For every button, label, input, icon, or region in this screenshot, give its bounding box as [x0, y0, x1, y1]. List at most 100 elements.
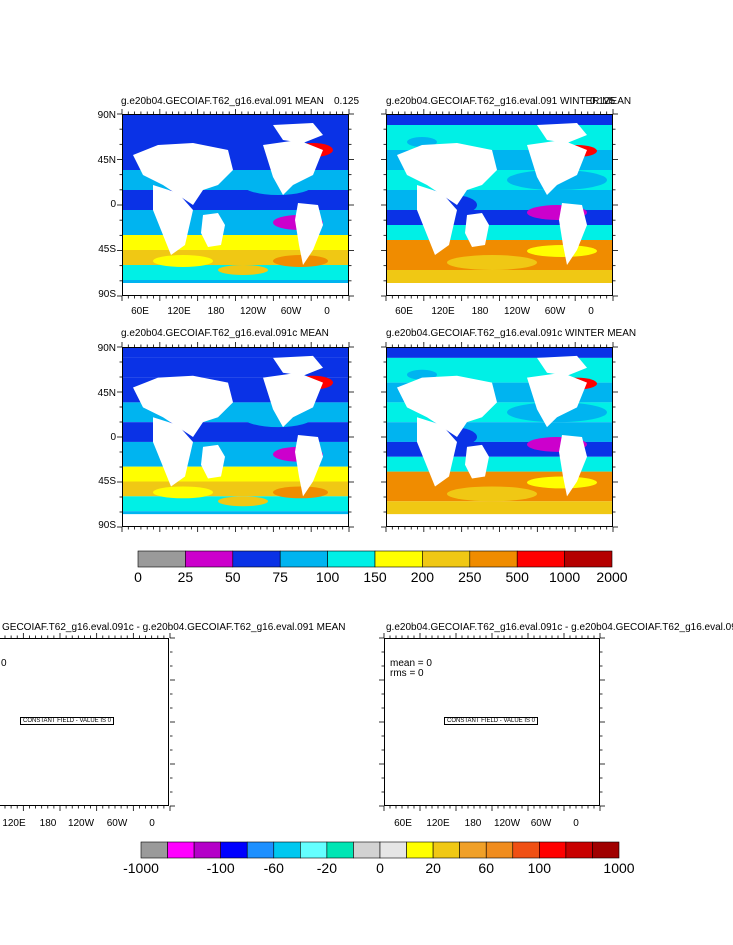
- colorbar1-label: 2000: [596, 569, 628, 585]
- land-mask: [417, 185, 457, 255]
- colorbar2-segment: [539, 841, 567, 859]
- map-panel-winter-091c: [386, 347, 613, 527]
- panel-title-6: g.e20b04.GECOIAF.T62_g16.eval.091c - g.e…: [386, 622, 733, 633]
- diff-corner-value: 0: [1, 658, 7, 669]
- land-mask: [559, 203, 587, 265]
- colorbar1-segment: [137, 550, 186, 568]
- colorbar2-segment: [326, 841, 354, 859]
- xtick-120e-2: 120E: [431, 306, 455, 317]
- panel-title-2: g.e20b04.GECOIAF.T62_g16.eval.091 WINTER…: [386, 96, 632, 107]
- colorbar2-segment: [459, 841, 487, 859]
- colorbar2-label: -1000: [123, 860, 159, 876]
- land-mask: [397, 375, 497, 437]
- land-mask: [559, 435, 587, 497]
- ytick-45n-2: 45N: [97, 388, 116, 399]
- xtick-120w-3: 120W: [67, 818, 95, 829]
- map-panel-mean-091: [122, 114, 349, 296]
- ytick-45s-1: 45S: [98, 244, 116, 255]
- colorbar2-segment: [379, 841, 407, 859]
- colorbar2-segment: [485, 841, 514, 859]
- stat-mean: mean = 0: [390, 658, 432, 669]
- land-mask: [123, 283, 348, 295]
- colorbar2-label: 60: [478, 860, 494, 876]
- colorbar1-label: 75: [272, 569, 288, 585]
- ytick-0-1: 0: [110, 199, 116, 210]
- colorbar1-label: 150: [363, 569, 387, 585]
- colorbar1-segment: [469, 550, 518, 568]
- ytick-90s-1: 90S: [98, 289, 116, 300]
- ytick-90s-2: 90S: [98, 520, 116, 531]
- field-band: [387, 501, 612, 517]
- ytick-90n-2: 90N: [97, 343, 116, 354]
- xtick-120w-2: 120W: [503, 306, 531, 317]
- field-patch: [447, 255, 537, 270]
- xtick-120w-4: 120W: [493, 818, 521, 829]
- field-patch: [273, 486, 328, 499]
- colorbar1-segment: [422, 550, 471, 568]
- colorbar2-segment: [246, 841, 275, 859]
- map-panel-mean-091c: [122, 347, 349, 527]
- xtick-60w-3: 60W: [106, 818, 128, 829]
- xtick-60e-1: 60E: [131, 306, 149, 317]
- colorbar1-segment: [374, 550, 423, 568]
- colorbar2-label: -20: [316, 860, 337, 876]
- colorbar2-segment: [167, 841, 195, 859]
- panel-title-1: g.e20b04.GECOIAF.T62_g16.eval.091 MEAN: [121, 96, 324, 107]
- field-patch: [218, 265, 268, 275]
- colorbar1-label: 250: [458, 569, 482, 585]
- xtick-180-1: 180: [207, 306, 225, 317]
- land-mask: [387, 514, 612, 526]
- land-mask: [153, 417, 193, 487]
- xtick-120e-4: 120E: [426, 818, 450, 829]
- colorbar2-label: 100: [527, 860, 551, 876]
- colorbar1-label: 0: [134, 569, 142, 585]
- arctic-band: [387, 348, 612, 356]
- arctic-band: [123, 348, 348, 356]
- panel-title-3: g.e20b04.GECOIAF.T62_g16.eval.091c MEAN: [121, 328, 329, 339]
- xtick-180-4: 180: [464, 818, 482, 829]
- field-band: [387, 270, 612, 285]
- panel-corner-value-2: 0.125: [590, 96, 616, 107]
- colorbar1-label: 25: [177, 569, 194, 585]
- panel-title-4: g.e20b04.GECOIAF.T62_g16.eval.091c WINTE…: [386, 328, 637, 339]
- land-mask: [133, 143, 233, 205]
- xtick-60w-2: 60W: [544, 306, 566, 317]
- xtick-60e-4: 60E: [394, 818, 412, 829]
- stat-rms: rms = 0: [390, 668, 424, 679]
- land-mask: [397, 143, 497, 205]
- constant-field-label-2: CONSTANT FIELD - VALUE IS 0: [444, 717, 539, 725]
- field-patch: [447, 486, 537, 502]
- land-mask: [123, 514, 348, 526]
- panel-title-5: GECOIAF.T62_g16.eval.091c - g.e20b04.GEC…: [2, 622, 346, 633]
- colorbar1-label: 500: [505, 569, 529, 585]
- land-mask: [295, 203, 323, 265]
- field-patch: [527, 476, 597, 489]
- colorbar1-segment: [327, 550, 376, 568]
- colorbar2-label: 20: [425, 860, 441, 876]
- colorbar1-segment: [516, 550, 565, 568]
- colorbar1-segment: [279, 550, 328, 568]
- colorbar2-label: -100: [206, 860, 235, 876]
- land-mask: [263, 140, 323, 195]
- xtick-120e-3: 120E: [2, 818, 26, 829]
- colorbar2-segment: [140, 841, 168, 859]
- colorbar2-segment: [406, 841, 434, 859]
- colorbar2-segment: [592, 841, 620, 859]
- xtick-120e-1: 120E: [167, 306, 191, 317]
- land-mask: [527, 372, 587, 428]
- panel-corner-value-1: 0.125: [334, 96, 360, 107]
- land-mask: [201, 444, 225, 479]
- field-patch: [153, 255, 213, 267]
- land-mask: [537, 355, 587, 376]
- land-mask: [465, 444, 489, 479]
- land-mask: [273, 355, 323, 376]
- land-mask: [417, 417, 457, 487]
- map-panel-winter-091: [386, 114, 613, 296]
- constant-field-label-1: CONSTANT FIELD - VALUE IS 0: [20, 717, 115, 725]
- colorbar2-segment: [220, 841, 248, 859]
- xtick-180-3: 180: [39, 818, 57, 829]
- colorbar1-segment: [185, 550, 234, 568]
- land-mask: [263, 372, 323, 428]
- colorbar1-segment: [564, 550, 613, 568]
- land-mask: [153, 185, 193, 255]
